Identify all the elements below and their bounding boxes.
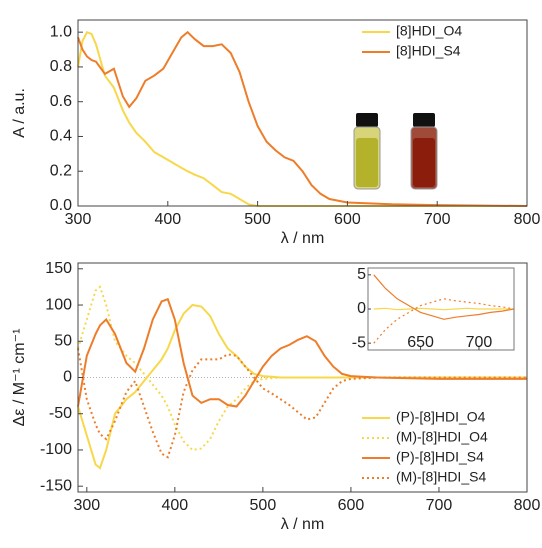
x-tick-label: 800 [514,211,541,228]
y-axis-label: Δε / M⁻¹ cm⁻¹ [11,329,28,427]
x-tick-label: 700 [424,211,451,228]
vial-liquid [356,138,378,187]
vial-liquid [413,138,435,187]
x-tick-label: 700 [426,497,453,514]
series-line [77,297,527,408]
y-tick-label: 0.4 [50,128,72,145]
x-tick-label: 800 [514,497,541,514]
y-tick-label: 0.0 [50,197,72,214]
legend-label: (M)-[8]HDI_O4 [396,429,488,445]
y-tick-label: -100 [40,441,72,458]
y-tick-label: -150 [40,477,72,494]
y-tick-label: -50 [49,405,72,422]
y-tick-label: 150 [45,260,72,277]
vial-cap [413,113,435,127]
x-tick-label: 500 [244,211,271,228]
x-tick-label: 600 [334,211,361,228]
x-tick-label: 600 [338,497,365,514]
y-tick-label: 5 [357,266,366,283]
y-tick-label: 0.2 [50,162,72,179]
legend-label: (M)-[8]HDI_S4 [396,469,486,485]
y-tick-label: 1.0 [50,23,72,40]
series-line [77,30,528,207]
series-line [77,285,527,452]
y-tick-label: 100 [45,296,72,313]
y-tick-label: 0.6 [50,93,72,110]
legend-label: [8]HDI_O4 [396,23,462,39]
series-line [373,274,515,320]
y-tick-label: 0.8 [50,58,72,75]
vial-cap [356,113,378,127]
x-tick-label: 700 [466,334,493,351]
y-tick-label: 0 [357,300,366,317]
x-tick-label: 300 [65,211,92,228]
y-axis-label: A / a.u. [11,88,28,138]
x-axis-label: λ / nm [281,516,325,533]
legend-label: [8]HDI_S4 [396,43,461,59]
x-tick-label: 300 [73,497,100,514]
x-tick-label: 400 [154,211,181,228]
x-tick-label: 650 [407,334,434,351]
y-tick-label: -5 [352,334,366,351]
y-tick-label: 0 [63,369,72,386]
x-axis-label: λ / nm [281,230,325,247]
series-line [373,307,514,311]
legend-label: (P)-[8]HDI_S4 [396,449,484,465]
plot-frame [77,19,528,207]
x-tick-label: 400 [161,497,188,514]
legend-label: (P)-[8]HDI_O4 [396,409,486,425]
y-tick-label: 50 [54,332,72,349]
x-tick-label: 500 [250,497,277,514]
vials [353,113,438,190]
